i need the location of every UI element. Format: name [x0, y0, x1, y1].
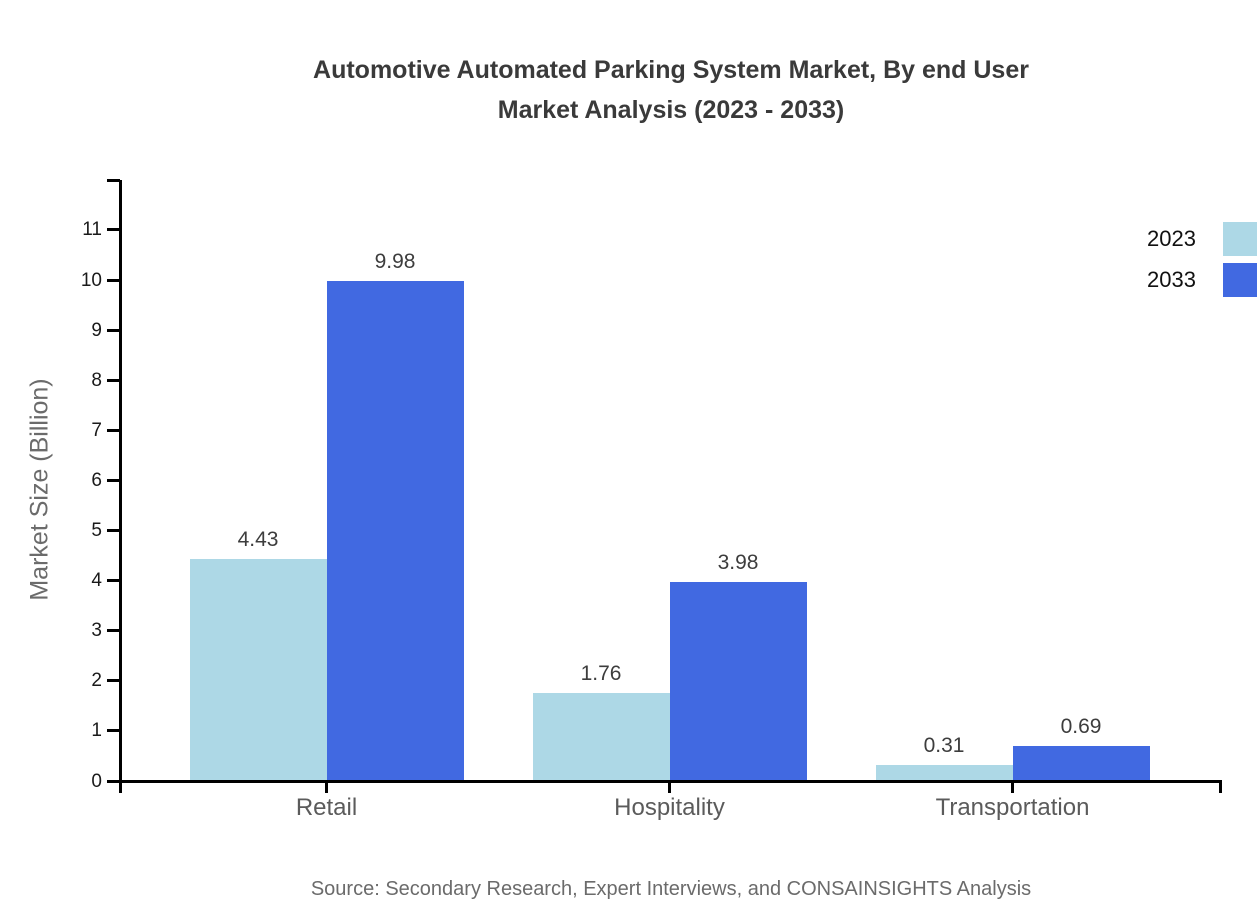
y-tick-mark-10 [107, 278, 120, 282]
y-tick-mark-9 [107, 328, 120, 332]
value-label-2023-retail: 4.43 [237, 528, 279, 552]
y-tick-mark-8 [107, 378, 120, 382]
value-label-2023-transportation: 0.31 [923, 734, 965, 758]
bar-2023-hospitality [532, 692, 670, 781]
legend-label-2033: 2033 [1147, 266, 1196, 292]
legend-label-2023: 2023 [1147, 225, 1196, 251]
y-tick-label-10: 10 [80, 269, 102, 291]
x-tick-label-retail: Retail [295, 794, 358, 821]
source-note: Source: Secondary Research, Expert Inter… [310, 878, 1032, 900]
value-label-2023-hospitality: 1.76 [580, 661, 622, 685]
y-tick-label-6: 6 [91, 469, 102, 491]
legend-swatch-2023 [1223, 221, 1257, 256]
x-axis-end-tick [1219, 781, 1222, 793]
x-tick-mark-retail [325, 781, 328, 793]
y-tick-label-9: 9 [91, 319, 102, 341]
y-tick-label-5: 5 [91, 520, 102, 541]
y-tick-mark-4 [107, 579, 120, 583]
chart-title-line-1: Automotive Automated Parking System Mark… [313, 56, 1029, 84]
value-label-2033-retail: 9.98 [374, 250, 416, 273]
bar-2033-transportation [1012, 746, 1150, 781]
y-tick-mark-5 [107, 529, 120, 532]
value-label-2033-transportation: 0.69 [1060, 715, 1102, 739]
y-axis-top-cap [107, 179, 120, 182]
x-tick-label-hospitality: Hospitality [614, 794, 725, 821]
y-tick-mark-6 [107, 478, 120, 482]
y-tick-label-3: 3 [91, 620, 102, 642]
y-tick-mark-7 [107, 428, 120, 432]
y-tick-label-11: 11 [82, 219, 102, 241]
bar-2033-hospitality [669, 581, 807, 781]
x-axis-line [120, 779, 1222, 783]
bar-2033-retail [326, 281, 464, 781]
legend-item-2033: 2033 [1147, 259, 1260, 300]
y-tick-label-8: 8 [91, 369, 102, 391]
legend: 2023 2033 [1147, 218, 1260, 300]
y-axis-line [118, 180, 122, 793]
y-tick-mark-3 [107, 629, 120, 633]
x-tick-mark-hospitality [668, 781, 671, 793]
legend-item-2023: 2023 [1147, 218, 1260, 259]
y-tick-label-2: 2 [91, 670, 102, 692]
x-tick-mark-transportation [1011, 781, 1014, 793]
y-tick-mark-11 [107, 228, 120, 232]
value-label-2033-hospitality: 3.98 [717, 550, 759, 574]
y-tick-mark-2 [107, 679, 120, 683]
y-tick-label-1: 1 [91, 720, 102, 742]
chart-title-line-2: Market Analysis (2023 - 2033) [497, 96, 845, 124]
y-tick-label-0: 0 [91, 770, 102, 792]
y-tick-mark-0 [107, 779, 120, 783]
bar-2023-retail [189, 559, 327, 781]
bar-2023-transportation [875, 765, 1013, 781]
y-tick-label-7: 7 [91, 419, 102, 441]
chart-title: Automotive Automated Parking System Mark… [120, 50, 1222, 130]
y-tick-mark-1 [107, 729, 120, 733]
x-tick-label-transportation: Transportation [935, 794, 1090, 821]
legend-swatch-2033 [1223, 262, 1257, 297]
y-tick-label-4: 4 [91, 570, 102, 592]
